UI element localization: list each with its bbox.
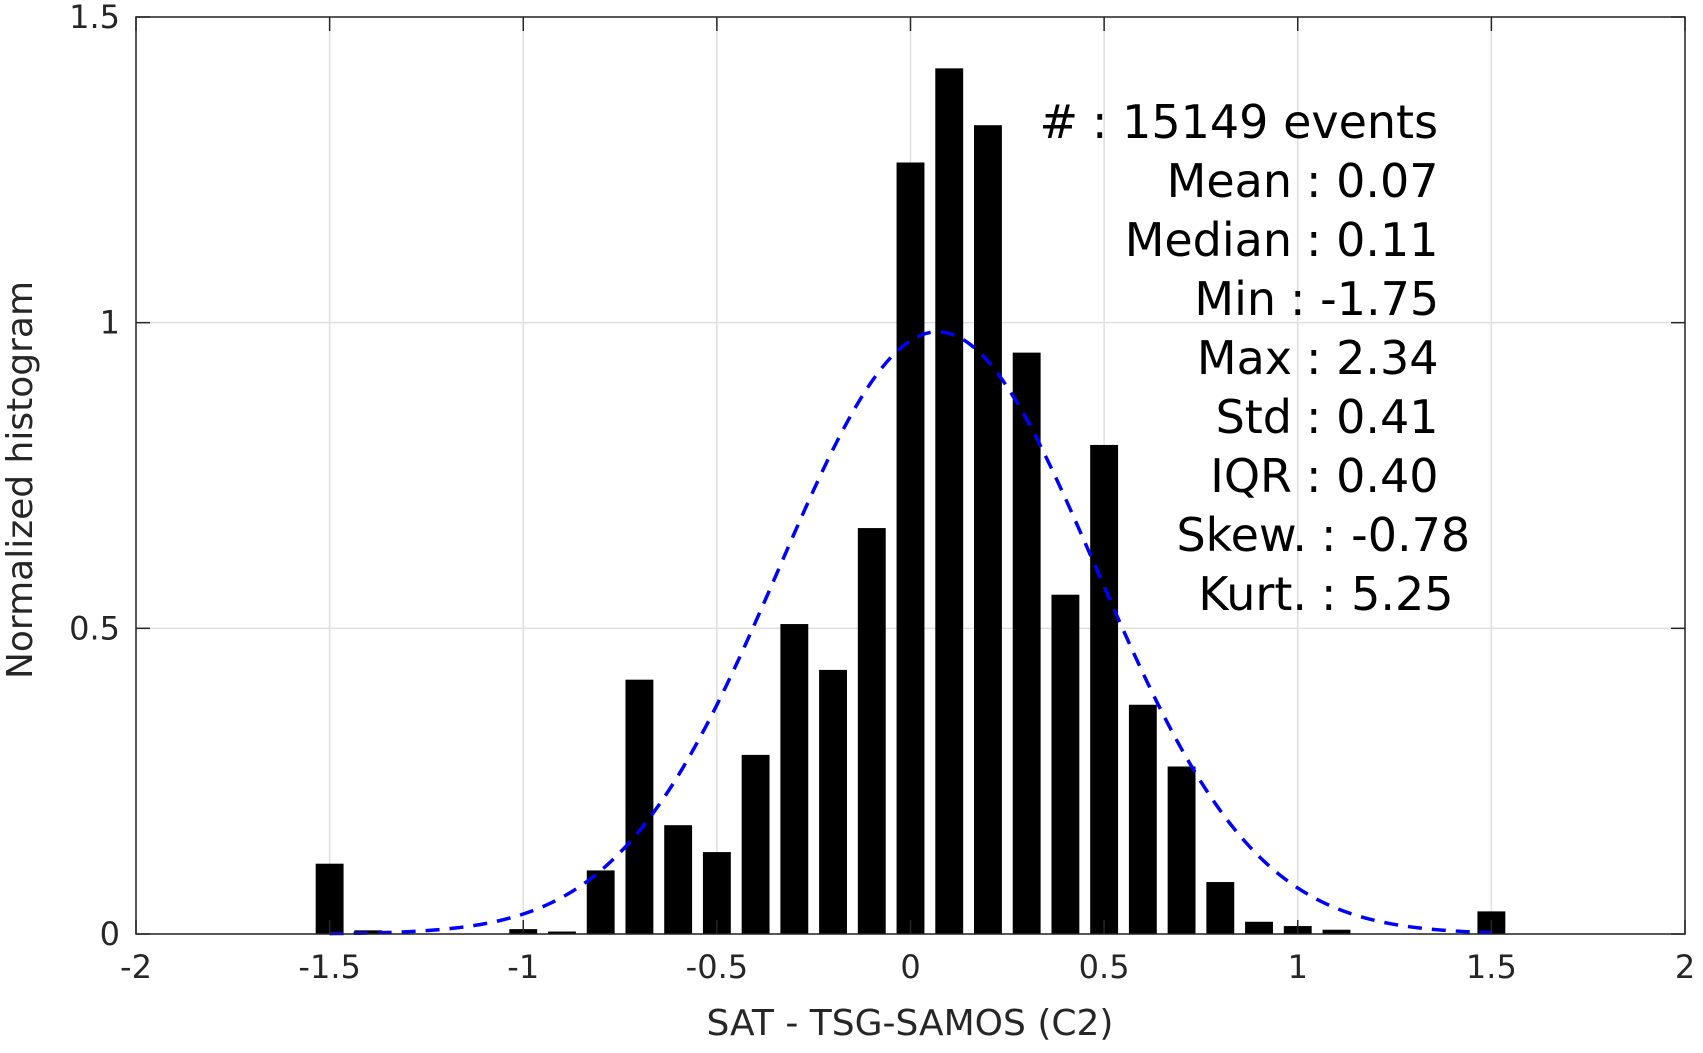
stat-label: Kurt. xyxy=(1198,567,1307,621)
stat-label: Max xyxy=(1197,331,1292,385)
stat-value: : -0.78 xyxy=(1321,508,1470,562)
x-tick-label-5: 0.5 xyxy=(1079,948,1130,986)
histogram-bar-11 xyxy=(857,528,886,934)
stat-value: : 0.41 xyxy=(1306,390,1439,444)
stat-row-8: Kurt. : 5.25 xyxy=(1198,567,1453,621)
x-tick-label-7: 1.5 xyxy=(1466,948,1517,986)
histogram-bar-6 xyxy=(664,825,693,934)
histogram-bar-16 xyxy=(1051,594,1080,934)
stat-value: : 0.11 xyxy=(1306,213,1439,267)
x-tick-label-6: 1 xyxy=(1288,948,1308,986)
stat-label: Skew. xyxy=(1176,508,1307,562)
stat-value: : 0.40 xyxy=(1306,449,1439,503)
histogram-bar-14 xyxy=(974,125,1002,935)
stat-row-1: Mean : 0.07 xyxy=(1167,154,1439,208)
histogram-bar-4 xyxy=(586,870,615,934)
histogram-bar-21 xyxy=(1245,921,1273,934)
x-tick-label-8: 2 xyxy=(1675,948,1695,986)
histogram-bar-20 xyxy=(1206,882,1235,934)
y-tick-label-3: 1.5 xyxy=(69,0,120,36)
histogram-bars xyxy=(315,68,1506,935)
histogram-bar-15 xyxy=(1012,352,1041,934)
stat-label: Min xyxy=(1194,272,1276,326)
tick-labels: -2 -1.5 -1 -0.5 0 0.5 1 1.5 2 0 0.5 1 1.5 xyxy=(69,0,1695,986)
stat-label: IQR xyxy=(1210,449,1292,503)
stat-row-6: IQR : 0.40 xyxy=(1210,449,1438,503)
stat-row-2: Median : 0.11 xyxy=(1125,213,1439,267)
axes xyxy=(135,16,1686,935)
histogram-bar-23 xyxy=(1322,929,1351,934)
x-tick-label-1: -1.5 xyxy=(298,948,360,986)
stat-row-3: Min : -1.75 xyxy=(1194,272,1439,326)
stat-label: Std xyxy=(1216,390,1292,444)
x-tick-label-0: -2 xyxy=(120,948,152,986)
stat-row-7: Skew. : -0.78 xyxy=(1176,508,1470,562)
histogram-bar-12 xyxy=(896,162,925,935)
histogram-bar-13 xyxy=(935,68,964,935)
y-axis-title: Normalized histogram xyxy=(0,281,41,679)
histogram-bar-3 xyxy=(548,931,576,934)
y-tick-label-0: 0 xyxy=(100,915,120,953)
gaussian-fit-line xyxy=(329,330,1492,936)
x-tick-label-3: -0.5 xyxy=(686,948,748,986)
stat-label: Mean xyxy=(1167,154,1292,208)
stat-value: : 15149 events xyxy=(1092,95,1438,149)
histogram-bar-5 xyxy=(625,679,654,934)
histogram-bar-10 xyxy=(819,669,847,934)
x-tick-label-2: -1 xyxy=(507,948,539,986)
stat-value: : 5.25 xyxy=(1321,567,1454,621)
fit-curve xyxy=(329,330,1492,936)
stat-row-4: Max : 2.34 xyxy=(1197,331,1439,385)
stat-row-5: Std : 0.41 xyxy=(1216,390,1439,444)
histogram-bar-8 xyxy=(741,754,770,934)
histogram-bar-1 xyxy=(354,930,383,934)
y-tick-label-1: 0.5 xyxy=(69,609,120,647)
stat-label: Median xyxy=(1125,213,1292,267)
x-axis-title: SAT - TSG-SAMOS (C2) xyxy=(707,1003,1114,1044)
histogram-bar-17 xyxy=(1090,444,1119,934)
stat-value: : 2.34 xyxy=(1306,331,1439,385)
stat-value: : -1.75 xyxy=(1290,272,1439,326)
histogram-bar-9 xyxy=(780,624,809,934)
histogram-bar-19 xyxy=(1167,766,1196,934)
stat-row-0: # : 15149 events xyxy=(1039,95,1438,149)
x-tick-label-4: 0 xyxy=(900,948,920,986)
stat-label: # xyxy=(1039,95,1078,149)
histogram-bar-18 xyxy=(1128,704,1157,934)
y-tick-label-2: 1 xyxy=(100,304,120,342)
stat-value: : 0.07 xyxy=(1306,154,1439,208)
